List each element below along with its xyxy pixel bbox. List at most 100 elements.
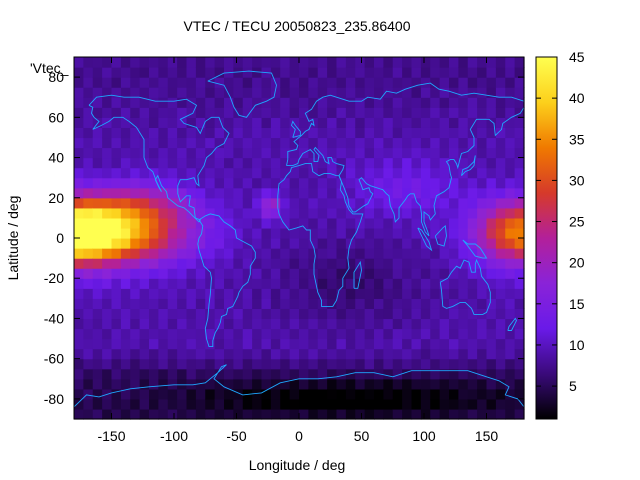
heatmap-cell: [486, 117, 497, 128]
heatmap-cell: [280, 408, 291, 420]
heatmap-cell: [270, 217, 281, 229]
heatmap-cell: [355, 398, 366, 410]
heatmap-cell: [261, 177, 272, 189]
heatmap-cell: [177, 77, 188, 88]
heatmap-cell: [177, 328, 188, 340]
heatmap-cell: [289, 268, 300, 279]
heatmap-cell: [420, 368, 431, 380]
heatmap-cell: [392, 127, 403, 139]
heatmap-cell: [186, 177, 197, 189]
heatmap-cell: [420, 358, 431, 370]
heatmap-cell: [514, 338, 525, 350]
heatmap-cell: [214, 147, 225, 159]
heatmap-cell: [355, 207, 366, 219]
heatmap-cell: [495, 398, 506, 410]
heatmap-cell: [280, 298, 291, 309]
heatmap-cell: [458, 107, 469, 118]
heatmap-cell: [430, 137, 441, 149]
heatmap-cell: [111, 248, 122, 259]
heatmap-cell: [477, 227, 488, 239]
heatmap-cell: [83, 227, 94, 239]
heatmap-cell: [252, 97, 263, 108]
heatmap-cell: [495, 408, 506, 420]
heatmap-cell: [177, 368, 188, 380]
heatmap-cell: [242, 137, 253, 149]
heatmap-cell: [205, 107, 216, 118]
heatmap-cell: [505, 268, 516, 279]
heatmap-cell: [477, 258, 488, 269]
heatmap-cell: [486, 187, 497, 199]
heatmap-cell: [345, 97, 356, 108]
heatmap-cell: [92, 177, 103, 189]
heatmap-cell: [345, 187, 356, 199]
heatmap-cell: [149, 157, 159, 169]
heatmap-cell: [158, 388, 169, 400]
heatmap-cell: [467, 57, 478, 68]
heatmap-cell: [317, 177, 328, 189]
heatmap-cell: [514, 177, 525, 189]
heatmap-cell: [458, 207, 469, 219]
heatmap-cell: [364, 87, 375, 98]
heatmap-cell: [345, 87, 356, 98]
heatmap-cell: [139, 408, 150, 420]
heatmap-cell: [242, 177, 253, 189]
heatmap-cell: [167, 167, 178, 179]
heatmap-cell: [364, 97, 375, 108]
heatmap-cell: [355, 268, 366, 279]
heatmap-cell: [111, 358, 122, 370]
heatmap-cell: [195, 177, 206, 189]
heatmap-cell: [120, 107, 131, 118]
heatmap-cell: [327, 137, 338, 149]
heatmap-cell: [383, 117, 394, 128]
heatmap-cell: [224, 157, 234, 169]
heatmap-cell: [458, 137, 469, 149]
heatmap-cell: [355, 167, 366, 179]
heatmap-cell: [261, 107, 272, 118]
heatmap-cell: [252, 268, 263, 279]
heatmap-cell: [402, 157, 413, 169]
heatmap-cell: [439, 97, 450, 108]
heatmap-cell: [242, 117, 253, 128]
heatmap-cell: [458, 358, 469, 370]
heatmap-cell: [92, 167, 103, 179]
heatmap-cell: [514, 137, 525, 149]
heatmap-cell: [186, 408, 197, 420]
heatmap-cell: [458, 187, 469, 199]
heatmap-cell: [186, 217, 197, 229]
heatmap-cell: [345, 308, 356, 320]
heatmap-cell: [374, 97, 384, 108]
heatmap-cell: [392, 328, 403, 340]
heatmap-cell: [195, 278, 206, 289]
heatmap-cell: [252, 348, 263, 360]
heatmap-cell: [505, 207, 516, 219]
heatmap-cell: [458, 378, 469, 390]
y-tick-label: 40: [48, 150, 64, 166]
heatmap-cell: [186, 338, 197, 350]
heatmap-cell: [299, 238, 309, 249]
heatmap-cell: [233, 338, 244, 350]
heatmap-cell: [120, 318, 131, 330]
heatmap-cell: [83, 207, 94, 219]
heatmap-cell: [289, 338, 300, 350]
heatmap-cell: [158, 248, 169, 259]
heatmap-cell: [420, 117, 431, 128]
heatmap-cell: [458, 57, 469, 68]
heatmap-cell: [242, 408, 253, 420]
heatmap-cell: [167, 398, 178, 410]
heatmap-cell: [402, 107, 413, 118]
heatmap-cell: [420, 248, 431, 259]
heatmap-cell: [514, 77, 525, 88]
heatmap-cell: [92, 388, 103, 400]
heatmap-cell: [299, 298, 309, 309]
heatmap-cell: [514, 278, 525, 289]
heatmap-cell: [111, 67, 122, 78]
heatmap-cell: [120, 278, 131, 289]
heatmap-cell: [242, 368, 253, 380]
heatmap-cell: [102, 398, 113, 410]
heatmap-cell: [214, 258, 225, 269]
heatmap-cell: [299, 388, 309, 400]
heatmap-cell: [364, 338, 375, 350]
heatmap-cell: [195, 358, 206, 370]
heatmap-cell: [139, 268, 150, 279]
heatmap-cell: [467, 278, 478, 289]
